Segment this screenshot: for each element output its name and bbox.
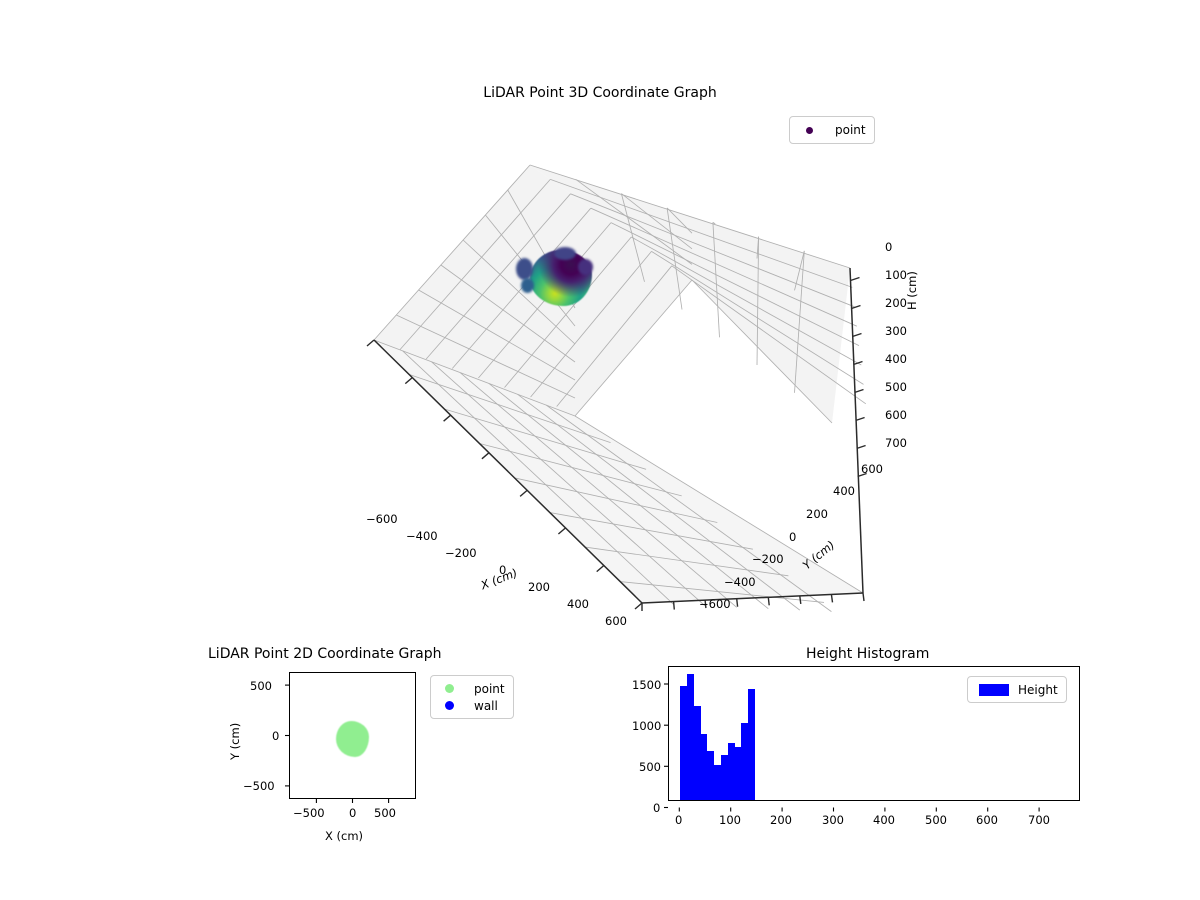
histogram-bar	[721, 755, 728, 800]
tick-2d-x-500: 500	[374, 806, 396, 820]
axes-hist-ticks	[664, 683, 1040, 812]
cloud-lobe-lower-left	[521, 278, 534, 293]
histogram-bar	[714, 765, 722, 800]
tick-3d-x--600: −600	[366, 512, 398, 526]
tick-3d-y--400: −400	[724, 575, 756, 589]
axes-3d-lidar	[330, 140, 890, 630]
tick-3d-y--200: −200	[752, 552, 784, 566]
axis-spines-3d	[373, 267, 864, 604]
tick-3d-h-0: 0	[885, 240, 893, 254]
tick-3d-h-100: 100	[885, 268, 907, 282]
histogram-bar	[707, 750, 715, 800]
height-bar-icon	[979, 683, 1009, 696]
tick-hist-x-0: 0	[675, 813, 683, 827]
tick-2d-x-0: 0	[349, 806, 357, 820]
histogram-bars	[669, 667, 1079, 800]
tick-hist-y-1500: 1500	[632, 678, 662, 692]
tick-hist-x-500: 500	[925, 813, 947, 827]
histogram-bar	[741, 722, 749, 800]
chart-2d-title: LiDAR Point 2D Coordinate Graph	[208, 646, 442, 662]
legend-3d-label-point: point	[835, 123, 866, 137]
tick-3d-h-600: 600	[885, 408, 907, 422]
tick-2d-x--500: −500	[293, 806, 325, 820]
histogram-bar	[693, 705, 701, 800]
tick-hist-x-200: 200	[770, 813, 792, 827]
tick-hist-y-500: 500	[639, 760, 661, 774]
histogram-bar	[748, 688, 756, 800]
tick-3d-x-600: 600	[605, 614, 627, 628]
legend-histogram[interactable]: Height	[967, 676, 1067, 703]
cloud-lobe-top	[554, 247, 576, 260]
histogram-bar	[680, 686, 688, 800]
cloud-lobe-right	[578, 259, 593, 275]
point-cloud-3d	[516, 247, 593, 306]
cloud-lobe-left	[516, 258, 533, 280]
axis-label-3d-h: H (cm)	[905, 271, 919, 310]
axes-2d-lidar	[289, 672, 416, 799]
legend-2d-entry-wall[interactable]: wall	[439, 697, 505, 714]
point-cloud-2d	[336, 721, 369, 757]
legend-hist-label-height: Height	[1018, 682, 1058, 697]
tick-2d-y-500: 500	[250, 679, 272, 693]
axis-label-2d-y: Y (cm)	[228, 722, 242, 760]
tick-hist-x-100: 100	[719, 813, 741, 827]
tick-3d-x-400: 400	[567, 597, 589, 611]
legend-2d[interactable]: point wall	[430, 675, 514, 719]
pane-right	[530, 165, 850, 423]
tick-hist-y-1000: 1000	[632, 719, 662, 733]
tick-hist-x-300: 300	[822, 813, 844, 827]
tick-3d-h-400: 400	[885, 352, 907, 366]
tick-hist-x-400: 400	[873, 813, 895, 827]
tick-3d-y-0: 0	[789, 530, 797, 544]
chart-3d-title: LiDAR Point 3D Coordinate Graph	[483, 85, 717, 101]
tick-hist-x-700: 700	[1028, 813, 1050, 827]
histogram-bar	[727, 743, 735, 800]
axes-2d-ticks	[285, 684, 390, 803]
point-marker-icon	[806, 126, 813, 134]
tick-2d-y-0: 0	[272, 729, 280, 743]
tick-3d-x-0: 0	[499, 563, 507, 577]
wall-marker-icon	[445, 701, 454, 710]
tick-3d-y-600: 600	[861, 462, 883, 476]
tick-3d-x--200: −200	[445, 546, 477, 560]
tick-3d-h-700: 700	[885, 436, 907, 450]
tick-3d-x-200: 200	[528, 580, 550, 594]
histogram-bar	[734, 747, 742, 800]
tick-hist-y-0: 0	[653, 801, 661, 815]
legend-hist-entry-height[interactable]: Height	[976, 681, 1058, 698]
tick-3d-y--600: −600	[699, 597, 731, 611]
histogram-bar	[700, 734, 708, 800]
yticks-3d	[641, 592, 865, 611]
chart-hist-title: Height Histogram	[806, 646, 930, 662]
axis-label-2d-x: X (cm)	[325, 829, 364, 843]
tick-3d-h-200: 200	[885, 296, 907, 310]
legend-3d[interactable]: point	[789, 116, 875, 144]
tick-hist-x-600: 600	[976, 813, 998, 827]
legend-3d-entry-point[interactable]: point	[798, 121, 866, 139]
tick-3d-h-500: 500	[885, 380, 907, 394]
legend-2d-entry-point[interactable]: point	[439, 680, 505, 697]
point-marker-icon	[445, 684, 454, 693]
legend-2d-label-wall: wall	[474, 698, 498, 713]
tick-2d-y--500: −500	[243, 779, 275, 793]
xticks-3d	[366, 339, 643, 610]
zticks-3d	[850, 276, 867, 478]
legend-2d-label-point: point	[474, 681, 505, 696]
histogram-bar	[687, 673, 694, 800]
tick-3d-y-200: 200	[806, 507, 828, 521]
tick-3d-h-300: 300	[885, 324, 907, 338]
tick-3d-x--400: −400	[406, 529, 438, 543]
tick-3d-y-400: 400	[833, 484, 855, 498]
